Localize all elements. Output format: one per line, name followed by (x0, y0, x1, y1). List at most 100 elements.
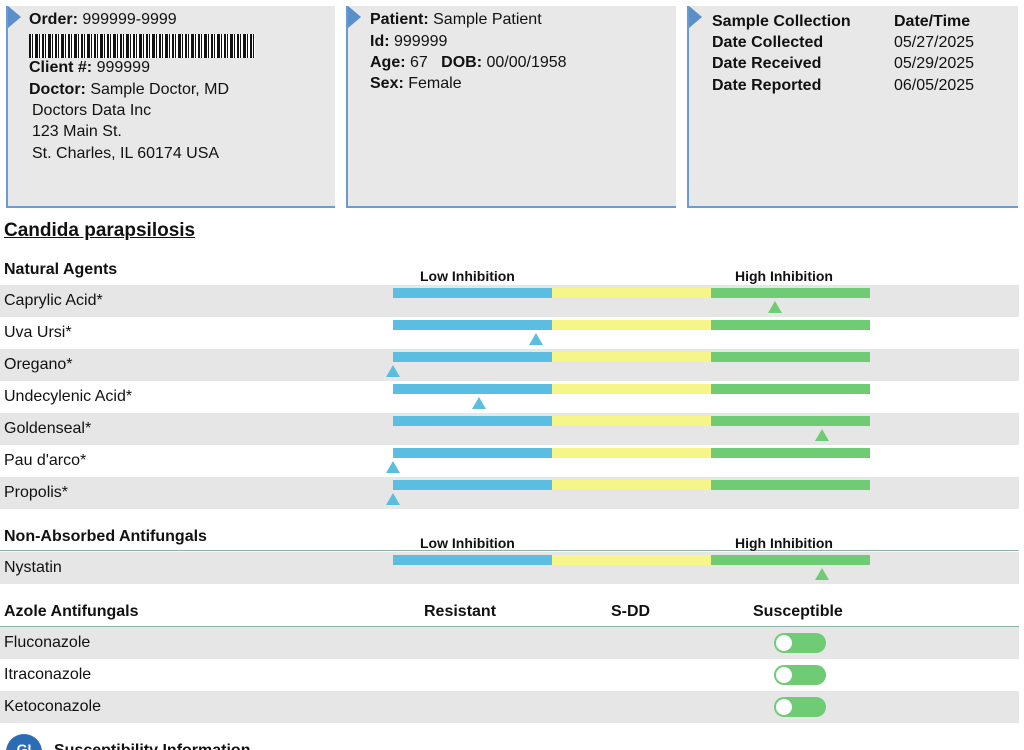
order-info-box: Order: 999999-9999 Client #: 999999 Doct… (6, 6, 335, 208)
resistant-column-header: Resistant (424, 603, 497, 620)
client-label: Client #: (29, 59, 93, 76)
inhibition-level-marker (471, 397, 486, 409)
address-line-3: St. Charles, IL 60174 USA (32, 145, 220, 162)
dob-label: DOB: (441, 54, 483, 71)
age-dob-line: Age: 67 DOB: 00/00/1958 (370, 53, 567, 73)
patient-id: 999999 (394, 33, 448, 50)
low-inhibition-bar (393, 480, 552, 490)
moderate-inhibition-bar (552, 448, 711, 458)
low-inhibition-bar (393, 320, 552, 330)
low-inhibition-bar (393, 448, 552, 458)
date-reported-value: 06/05/2025 (894, 77, 975, 94)
dates-header-left: Sample Collection (712, 13, 851, 30)
moderate-inhibition-bar (552, 384, 711, 394)
agent-name: Caprylic Acid* (4, 292, 103, 309)
antifungal-name: Itraconazole (4, 666, 92, 683)
date-received-value: 05/29/2025 (894, 55, 975, 72)
lab-logo-icon: GI (6, 734, 42, 750)
azole-row: Itraconazole (0, 659, 1019, 691)
low-inhibition-bar (393, 288, 552, 298)
date-collected-label: Date Collected (712, 34, 824, 51)
low-inhibition-bar (393, 352, 552, 362)
high-inhibition-bar (711, 555, 870, 565)
age-label: Age: (370, 54, 406, 71)
agent-row: Undecylenic Acid* (0, 381, 1019, 413)
high-inhibition-bar (711, 480, 870, 490)
order-label: Order: (29, 11, 78, 28)
azole-row: Ketoconazole (0, 691, 1019, 723)
inhibition-level-marker (815, 429, 830, 441)
azole-row: Fluconazole (0, 627, 1019, 659)
low-inhibition-label: Low Inhibition (420, 268, 515, 284)
high-inhibition-bar (711, 352, 870, 362)
moderate-inhibition-bar (552, 555, 711, 565)
high-inhibition-label: High Inhibition (735, 535, 833, 551)
patient-sex: Female (408, 75, 462, 92)
low-inhibition-bar (393, 416, 552, 426)
moderate-inhibition-bar (552, 320, 711, 330)
antifungal-name: Ketoconazole (4, 698, 101, 715)
patient-info-box: Patient: Sample Patient Id: 999999 Age: … (346, 6, 676, 208)
client-line: Client #: 999999 (29, 58, 150, 78)
address-line-2: 123 Main St. (32, 123, 122, 140)
high-inhibition-bar (711, 288, 870, 298)
corner-marker-icon (348, 6, 361, 28)
agent-name: Pau d'arco* (4, 452, 87, 469)
agent-row: Pau d'arco* (0, 445, 1019, 477)
patient-age: 67 (410, 54, 428, 71)
moderate-inhibition-bar (552, 352, 711, 362)
date-reported-label: Date Reported (712, 77, 822, 94)
sdd-column-header: S-DD (611, 603, 651, 620)
susceptibility-indicator (774, 697, 826, 717)
address-line-1: Doctors Data Inc (32, 102, 152, 119)
patient-line: Patient: Sample Patient (370, 10, 542, 30)
agent-row: Nystatin (0, 552, 1019, 584)
agent-row: Oregano* (0, 349, 1019, 381)
agent-name: Uva Ursi* (4, 324, 72, 341)
corner-marker-icon (689, 6, 702, 28)
low-inhibition-bar (393, 384, 552, 394)
doctor-label: Doctor: (29, 81, 86, 98)
sex-line: Sex: Female (370, 74, 462, 94)
organism-title: Candida parapsilosis (4, 220, 196, 241)
agent-row: Goldenseal* (0, 413, 1019, 445)
agent-name: Nystatin (4, 559, 62, 576)
client-number: 999999 (96, 59, 150, 76)
agent-name: Undecylenic Acid* (4, 388, 133, 405)
doctor-name: Sample Doctor, MD (90, 81, 230, 98)
agent-name: Propolis* (4, 484, 69, 501)
natural-agents-heading: Natural Agents (4, 261, 118, 278)
moderate-inhibition-bar (552, 288, 711, 298)
agent-name: Oregano* (4, 356, 73, 373)
agent-row: Propolis* (0, 477, 1019, 509)
sample-dates-box: Sample Collection Date/Time Date Collect… (687, 6, 1018, 208)
susceptibility-indicator (774, 633, 826, 653)
low-inhibition-bar (393, 555, 552, 565)
date-collected-value: 05/27/2025 (894, 34, 975, 51)
inhibition-level-marker (529, 333, 544, 345)
indicator-knob (776, 667, 792, 683)
dates-header-right: Date/Time (894, 13, 971, 30)
susceptibility-info-heading: Susceptibility Information (54, 742, 250, 750)
non-absorbed-heading: Non-Absorbed Antifungals (4, 528, 207, 545)
inhibition-level-marker (815, 568, 830, 580)
inhibition-level-marker (386, 365, 400, 377)
doctor-line: Doctor: Sample Doctor, MD (29, 80, 229, 100)
high-inhibition-bar (711, 416, 870, 426)
date-received-label: Date Received (712, 55, 822, 72)
high-inhibition-bar (711, 320, 870, 330)
patient-name: Sample Patient (433, 11, 542, 28)
barcode-icon (29, 34, 255, 58)
patient-label: Patient: (370, 11, 429, 28)
inhibition-level-marker (386, 493, 400, 505)
section-divider (0, 550, 1019, 551)
patient-dob: 00/00/1958 (486, 54, 567, 71)
inhibition-level-marker (386, 461, 400, 473)
order-line: Order: 999999-9999 (29, 10, 177, 30)
id-line: Id: 999999 (370, 32, 447, 52)
id-label: Id: (370, 33, 390, 50)
indicator-knob (776, 699, 792, 715)
agent-name: Goldenseal* (4, 420, 92, 437)
agent-row: Uva Ursi* (0, 317, 1019, 349)
inhibition-level-marker (767, 301, 782, 313)
